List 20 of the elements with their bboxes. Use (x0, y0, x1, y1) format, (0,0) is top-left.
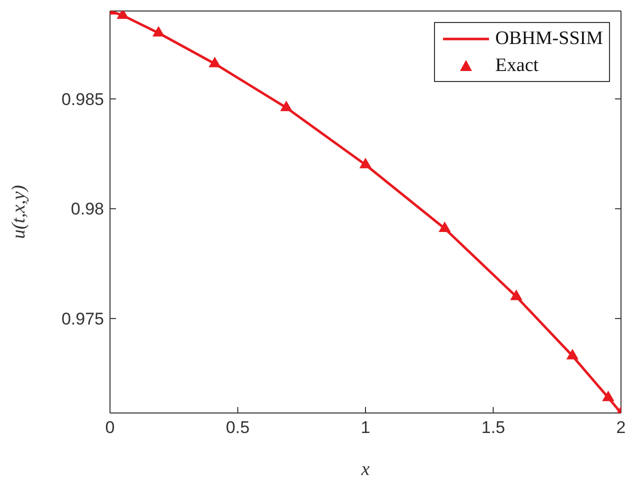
y-tick-label: 0.98 (70, 200, 104, 219)
x-tick-label: 1.5 (481, 418, 506, 438)
legend-label: Exact (495, 54, 539, 78)
point (152, 26, 165, 36)
x-tick-label: 0.5 (226, 418, 250, 438)
point (438, 221, 451, 232)
point (280, 100, 292, 112)
x-tick-label: 0 (105, 418, 115, 438)
point (359, 158, 372, 168)
y-axis-title: u(t,x,y) (8, 185, 30, 239)
x-tick-label: 2 (616, 418, 626, 438)
point (566, 348, 579, 360)
point (510, 290, 522, 300)
point (602, 390, 614, 402)
y-tick-label: 0.985 (61, 90, 104, 109)
x-axis-title: x (360, 459, 370, 480)
y-tick-label: 0.975 (61, 310, 104, 329)
x-tick-label: 1 (360, 418, 370, 438)
point (208, 56, 221, 68)
legend-label: OBHM-SSIM (495, 27, 603, 51)
